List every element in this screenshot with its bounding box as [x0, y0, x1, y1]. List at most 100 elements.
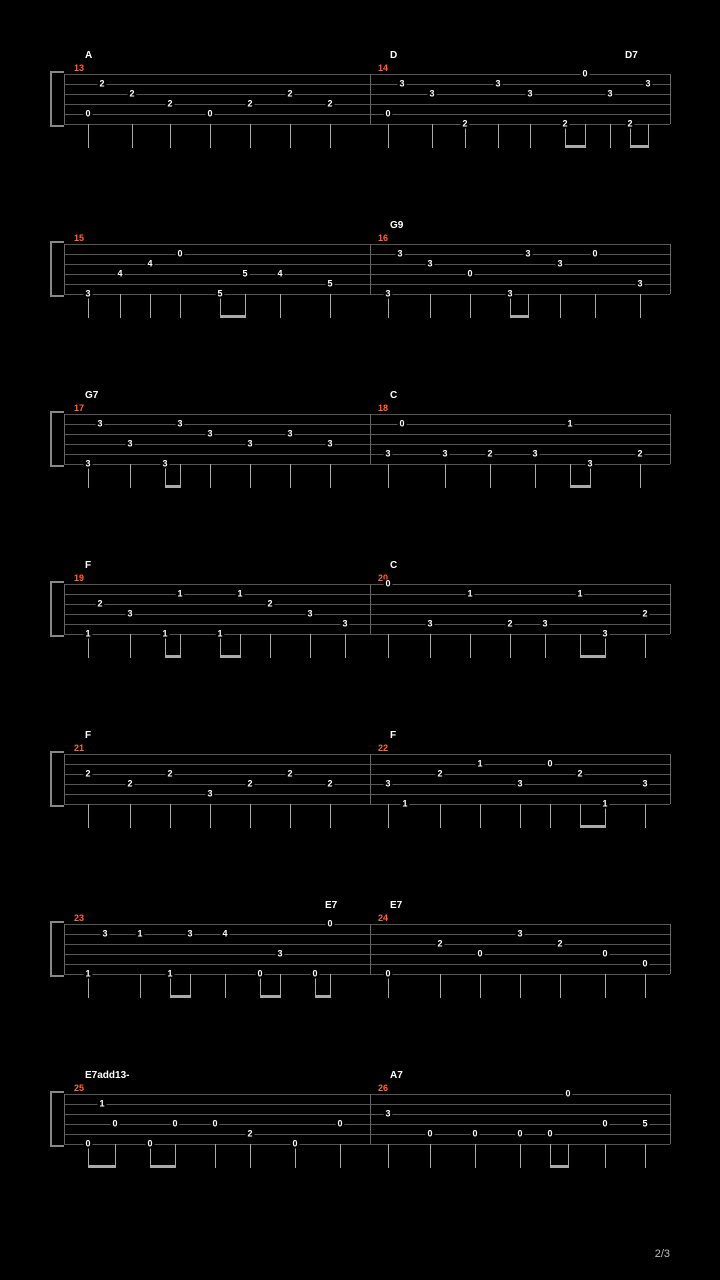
note-stem	[430, 1144, 431, 1168]
fret-number: 3	[440, 450, 449, 459]
fret-number: 3	[95, 420, 104, 429]
note-stem	[605, 974, 606, 998]
fret-number: 4	[115, 270, 124, 279]
fret-number: 2	[83, 770, 92, 779]
note-stem	[170, 124, 171, 148]
note-stem	[440, 804, 441, 828]
fret-number: 1	[83, 970, 92, 979]
note-stem	[388, 464, 389, 488]
fret-number: 2	[125, 780, 134, 789]
note-stem	[645, 804, 646, 828]
staff-bracket	[50, 921, 64, 977]
fret-number: 3	[395, 250, 404, 259]
note-stem	[560, 974, 561, 998]
chord-label: G9	[390, 220, 403, 231]
fret-number: 0	[83, 1140, 92, 1149]
fret-number: 3	[505, 290, 514, 299]
fret-number: 0	[590, 250, 599, 259]
note-beam	[220, 315, 246, 318]
fret-number: 0	[335, 1120, 344, 1129]
note-beam	[570, 485, 591, 488]
chord-label: A	[85, 50, 92, 61]
note-stem	[520, 974, 521, 998]
note-stem	[310, 634, 311, 658]
fret-number: 3	[493, 80, 502, 89]
chord-row: ADD7	[50, 50, 670, 64]
fret-number: 0	[383, 970, 392, 979]
note-beam	[165, 485, 181, 488]
note-stem	[290, 464, 291, 488]
staff-system: FF21222223222312130213	[50, 730, 670, 838]
fret-number: 0	[545, 1130, 554, 1139]
fret-number: 3	[245, 440, 254, 449]
note-stem	[605, 1144, 606, 1168]
note-stem	[645, 974, 646, 998]
fret-number: 3	[425, 620, 434, 629]
fret-number: 3	[125, 440, 134, 449]
measure-number: 21	[74, 743, 84, 753]
fret-number: 3	[600, 630, 609, 639]
note-beam	[565, 145, 586, 148]
chord-label: G7	[85, 390, 98, 401]
fret-number: 0	[475, 950, 484, 959]
fret-number: 3	[585, 460, 594, 469]
fret-number: 0	[205, 110, 214, 119]
fret-number: 5	[325, 280, 334, 289]
fret-number: 2	[460, 120, 469, 129]
note-stem	[330, 294, 331, 318]
note-stem	[215, 1144, 216, 1168]
note-beam	[510, 315, 529, 318]
note-stem	[290, 124, 291, 148]
measure-number: 23	[74, 913, 84, 923]
chord-label: A7	[390, 1070, 403, 1081]
note-stem	[430, 634, 431, 658]
note-stem	[130, 464, 131, 488]
fret-number: 3	[325, 440, 334, 449]
staff-bracket	[50, 411, 64, 467]
fret-number: 2	[435, 770, 444, 779]
fret-number: 2	[95, 600, 104, 609]
staff-bracket	[50, 1091, 64, 1147]
fret-number: 0	[175, 250, 184, 259]
note-stem	[140, 974, 141, 998]
fret-number: 3	[160, 460, 169, 469]
note-stem	[210, 464, 211, 488]
fret-number: 3	[125, 610, 134, 619]
fret-number: 2	[245, 100, 254, 109]
tab-staff: 21222223222312130213	[50, 754, 670, 838]
note-stem	[330, 804, 331, 828]
fret-number: 0	[470, 1130, 479, 1139]
staff-system: G9151634405545333033303	[50, 220, 670, 328]
chord-row: E7E7	[50, 900, 670, 914]
measure-number: 13	[74, 63, 84, 73]
note-beam	[220, 655, 241, 658]
tab-staff: 252601000020030000005	[50, 1094, 670, 1178]
fret-number: 2	[265, 600, 274, 609]
fret-number: 0	[563, 1090, 572, 1099]
fret-number: 3	[643, 80, 652, 89]
note-stem	[250, 464, 251, 488]
fret-number: 3	[83, 460, 92, 469]
measure-number: 18	[378, 403, 388, 413]
fret-number: 0	[255, 970, 264, 979]
fret-number: 3	[425, 260, 434, 269]
staff-system: G7C171833333333330323132	[50, 390, 670, 498]
note-stem	[120, 294, 121, 318]
fret-number: 2	[555, 940, 564, 949]
note-stem	[640, 464, 641, 488]
note-stem	[430, 294, 431, 318]
staff-lines	[64, 924, 670, 974]
tab-page: ADD713140222022203323320323G915163440554…	[0, 0, 720, 1270]
tab-staff: 171833333333330323132	[50, 414, 670, 498]
fret-number: 2	[575, 770, 584, 779]
note-stem	[550, 804, 551, 828]
fret-number: 3	[83, 290, 92, 299]
chord-row: FF	[50, 730, 670, 744]
fret-number: 0	[383, 110, 392, 119]
tab-staff: 232413113403000203200	[50, 924, 670, 1008]
chord-row: FC	[50, 560, 670, 574]
fret-number: 0	[383, 580, 392, 589]
fret-number: 3	[530, 450, 539, 459]
staff-system: E7E7232413113403000203200	[50, 900, 670, 1008]
fret-number: 5	[640, 1120, 649, 1129]
